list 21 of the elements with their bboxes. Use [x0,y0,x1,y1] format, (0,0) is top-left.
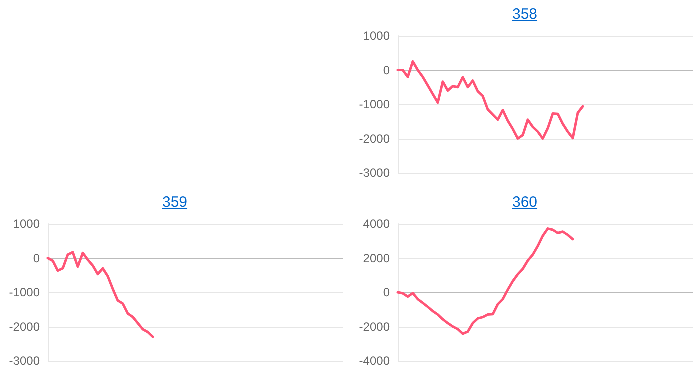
y-tick-label: 0 [33,251,40,266]
line-series [396,60,584,140]
y-tick-label: -2000 [9,320,40,334]
line-series [46,251,154,338]
y-tick-label: -1000 [9,286,40,300]
y-tick-label: -3000 [9,354,40,368]
chart-title: 359 [161,194,189,211]
chart-title: 358 [511,6,539,23]
y-tick-label: 0 [383,63,390,78]
chart-title: 360 [511,194,539,211]
y-tick-label: 2000 [363,251,390,266]
y-tick-label: -4000 [359,354,390,368]
y-tick-label: 4000 [363,217,390,231]
line-series [396,228,574,336]
y-tick-label: -2000 [359,320,390,334]
y-tick-label: 0 [383,286,390,300]
y-tick-label: -1000 [359,98,390,112]
y-tick-label: 1000 [13,217,40,231]
y-tick-label: -2000 [359,132,390,146]
y-tick-label: -3000 [359,166,390,180]
y-tick-label: 1000 [363,29,390,43]
